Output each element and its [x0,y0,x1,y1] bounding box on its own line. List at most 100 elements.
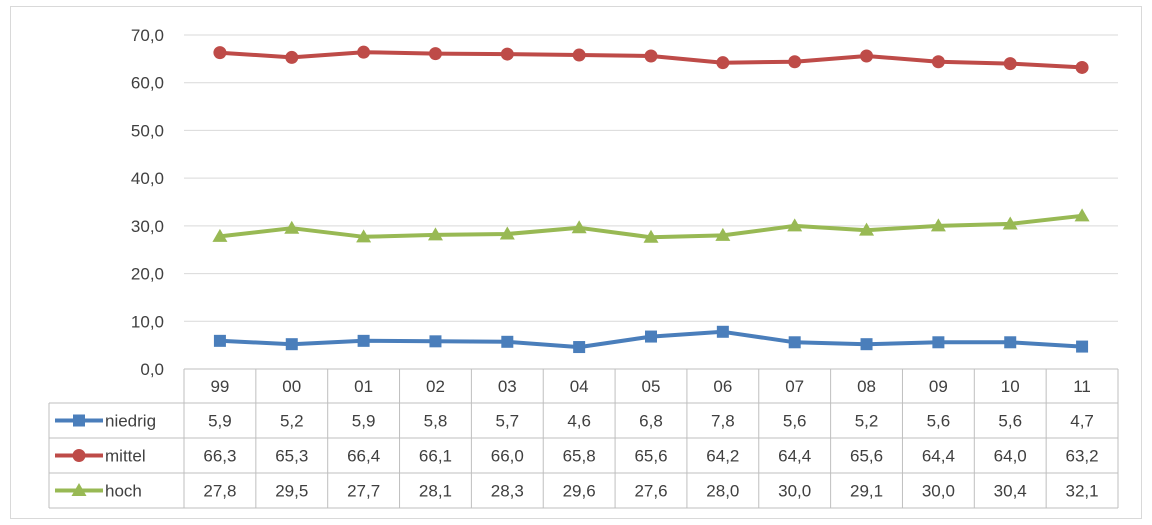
data-point-mittel [500,47,514,61]
y-tick-label: 20,0 [131,265,164,284]
table-value-niedrig: 5,2 [855,412,879,431]
table-value-mittel: 66,0 [491,447,524,466]
data-point-hoch [499,226,515,240]
x-tick-label: 09 [929,377,948,396]
data-point-mittel [860,49,874,63]
x-tick-label: 05 [642,377,661,396]
table-value-mittel: 64,0 [994,447,1027,466]
table-value-hoch: 30,4 [994,482,1027,501]
table-value-hoch: 30,0 [922,482,955,501]
table-value-mittel: 65,6 [850,447,883,466]
data-point-mittel [428,47,442,61]
table-value-niedrig: 5,8 [424,412,448,431]
data-point-mittel [644,49,658,63]
data-point-niedrig [213,334,226,347]
data-point-niedrig [501,335,514,348]
y-tick-label: 60,0 [131,74,164,93]
table-value-mittel: 65,6 [634,447,667,466]
table-value-hoch: 32,1 [1066,482,1099,501]
data-point-mittel [716,56,730,70]
data-point-hoch [284,220,300,234]
table-value-hoch: 27,6 [634,482,667,501]
chart-frame: 0,0 10,0 20,0 30,0 40,0 50,0 60,0 70,0 99 00 01 02 0… [10,6,1142,519]
data-point-hoch [356,229,372,243]
table-value-niedrig: 4,7 [1070,412,1094,431]
data-point-hoch [212,228,228,242]
table-value-mittel: 65,8 [563,447,596,466]
y-tick-label: 40,0 [131,169,164,188]
x-tick-label: 06 [713,377,732,396]
data-point-niedrig [1004,336,1017,349]
table-value-niedrig: 6,8 [639,412,663,431]
data-point-niedrig [932,336,945,349]
data-point-mittel [1003,57,1017,71]
table-value-hoch: 28,3 [491,482,524,501]
x-tick-label: 01 [354,377,373,396]
x-tick-label: 10 [1001,377,1020,396]
data-point-hoch [427,227,443,241]
data-point-niedrig [645,330,657,343]
table-value-niedrig: 5,6 [998,412,1022,431]
data-point-niedrig [716,325,729,338]
x-tick-label: 07 [785,377,804,396]
data-point-mittel [572,48,586,62]
table-value-hoch: 30,0 [778,482,811,501]
y-tick-label: 50,0 [131,121,164,140]
table-value-niedrig: 4,6 [567,412,591,431]
table-value-niedrig: 5,9 [208,412,232,431]
table-value-mittel: 65,3 [275,447,308,466]
x-tick-label: 08 [857,377,876,396]
table-value-niedrig: 5,6 [927,412,951,431]
x-tick-label: 99 [210,377,229,396]
data-point-mittel [357,45,371,59]
data-point-niedrig [860,338,873,351]
legend-label-mittel: mittel [105,447,146,466]
data-point-niedrig [357,334,370,347]
table-value-hoch: 28,1 [419,482,452,501]
table-value-mittel: 66,4 [347,447,380,466]
table-value-niedrig: 5,9 [352,412,376,431]
x-tick-label: 02 [426,377,445,396]
x-tick-label: 11 [1073,377,1091,396]
y-tick-label: 10,0 [131,312,164,331]
table-value-mittel: 64,4 [778,447,811,466]
table-value-hoch: 29,5 [275,482,308,501]
table-value-mittel: 64,4 [922,447,955,466]
table-value-mittel: 66,1 [419,447,452,466]
data-point-niedrig [788,336,801,349]
data-point-hoch [930,218,946,232]
data-point-hoch [643,229,659,243]
data-point-hoch [715,227,731,241]
data-point-hoch [859,222,875,236]
data-point-mittel [788,55,802,69]
legend-label-niedrig: niedrig [105,412,156,431]
table-value-mittel: 63,2 [1066,447,1099,466]
data-point-niedrig [573,341,586,354]
data-point-niedrig [1076,340,1089,353]
table-value-hoch: 27,7 [347,482,380,501]
x-tick-label: 04 [570,377,589,396]
legend-key-marker-mittel [72,449,86,462]
data-point-niedrig [429,335,442,348]
data-point-niedrig [285,338,298,351]
data-point-mittel [285,50,299,64]
data-point-mittel [1075,60,1089,74]
legend-label-hoch: hoch [105,482,142,501]
data-point-hoch [787,218,803,232]
table-value-niedrig: 5,6 [783,412,807,431]
line-chart-with-data-table: 0,0 10,0 20,0 30,0 40,0 50,0 60,0 70,0 99 00 01 02 0… [48,26,1119,509]
table-value-hoch: 29,1 [850,482,883,501]
data-point-hoch [1002,216,1018,230]
table-value-niedrig: 5,2 [280,412,304,431]
table-value-niedrig: 7,8 [711,412,735,431]
x-tick-label: 00 [282,377,301,396]
y-tick-label: 30,0 [131,217,164,236]
legend-key-marker-niedrig [73,414,85,427]
table-value-mittel: 64,2 [706,447,739,466]
data-point-hoch [1074,208,1090,222]
legend-key-marker-hoch [71,483,87,496]
data-point-hoch [571,220,587,234]
y-tick-label: 0,0 [140,360,164,379]
data-point-mittel [213,46,227,60]
x-tick-label: 03 [498,377,517,396]
